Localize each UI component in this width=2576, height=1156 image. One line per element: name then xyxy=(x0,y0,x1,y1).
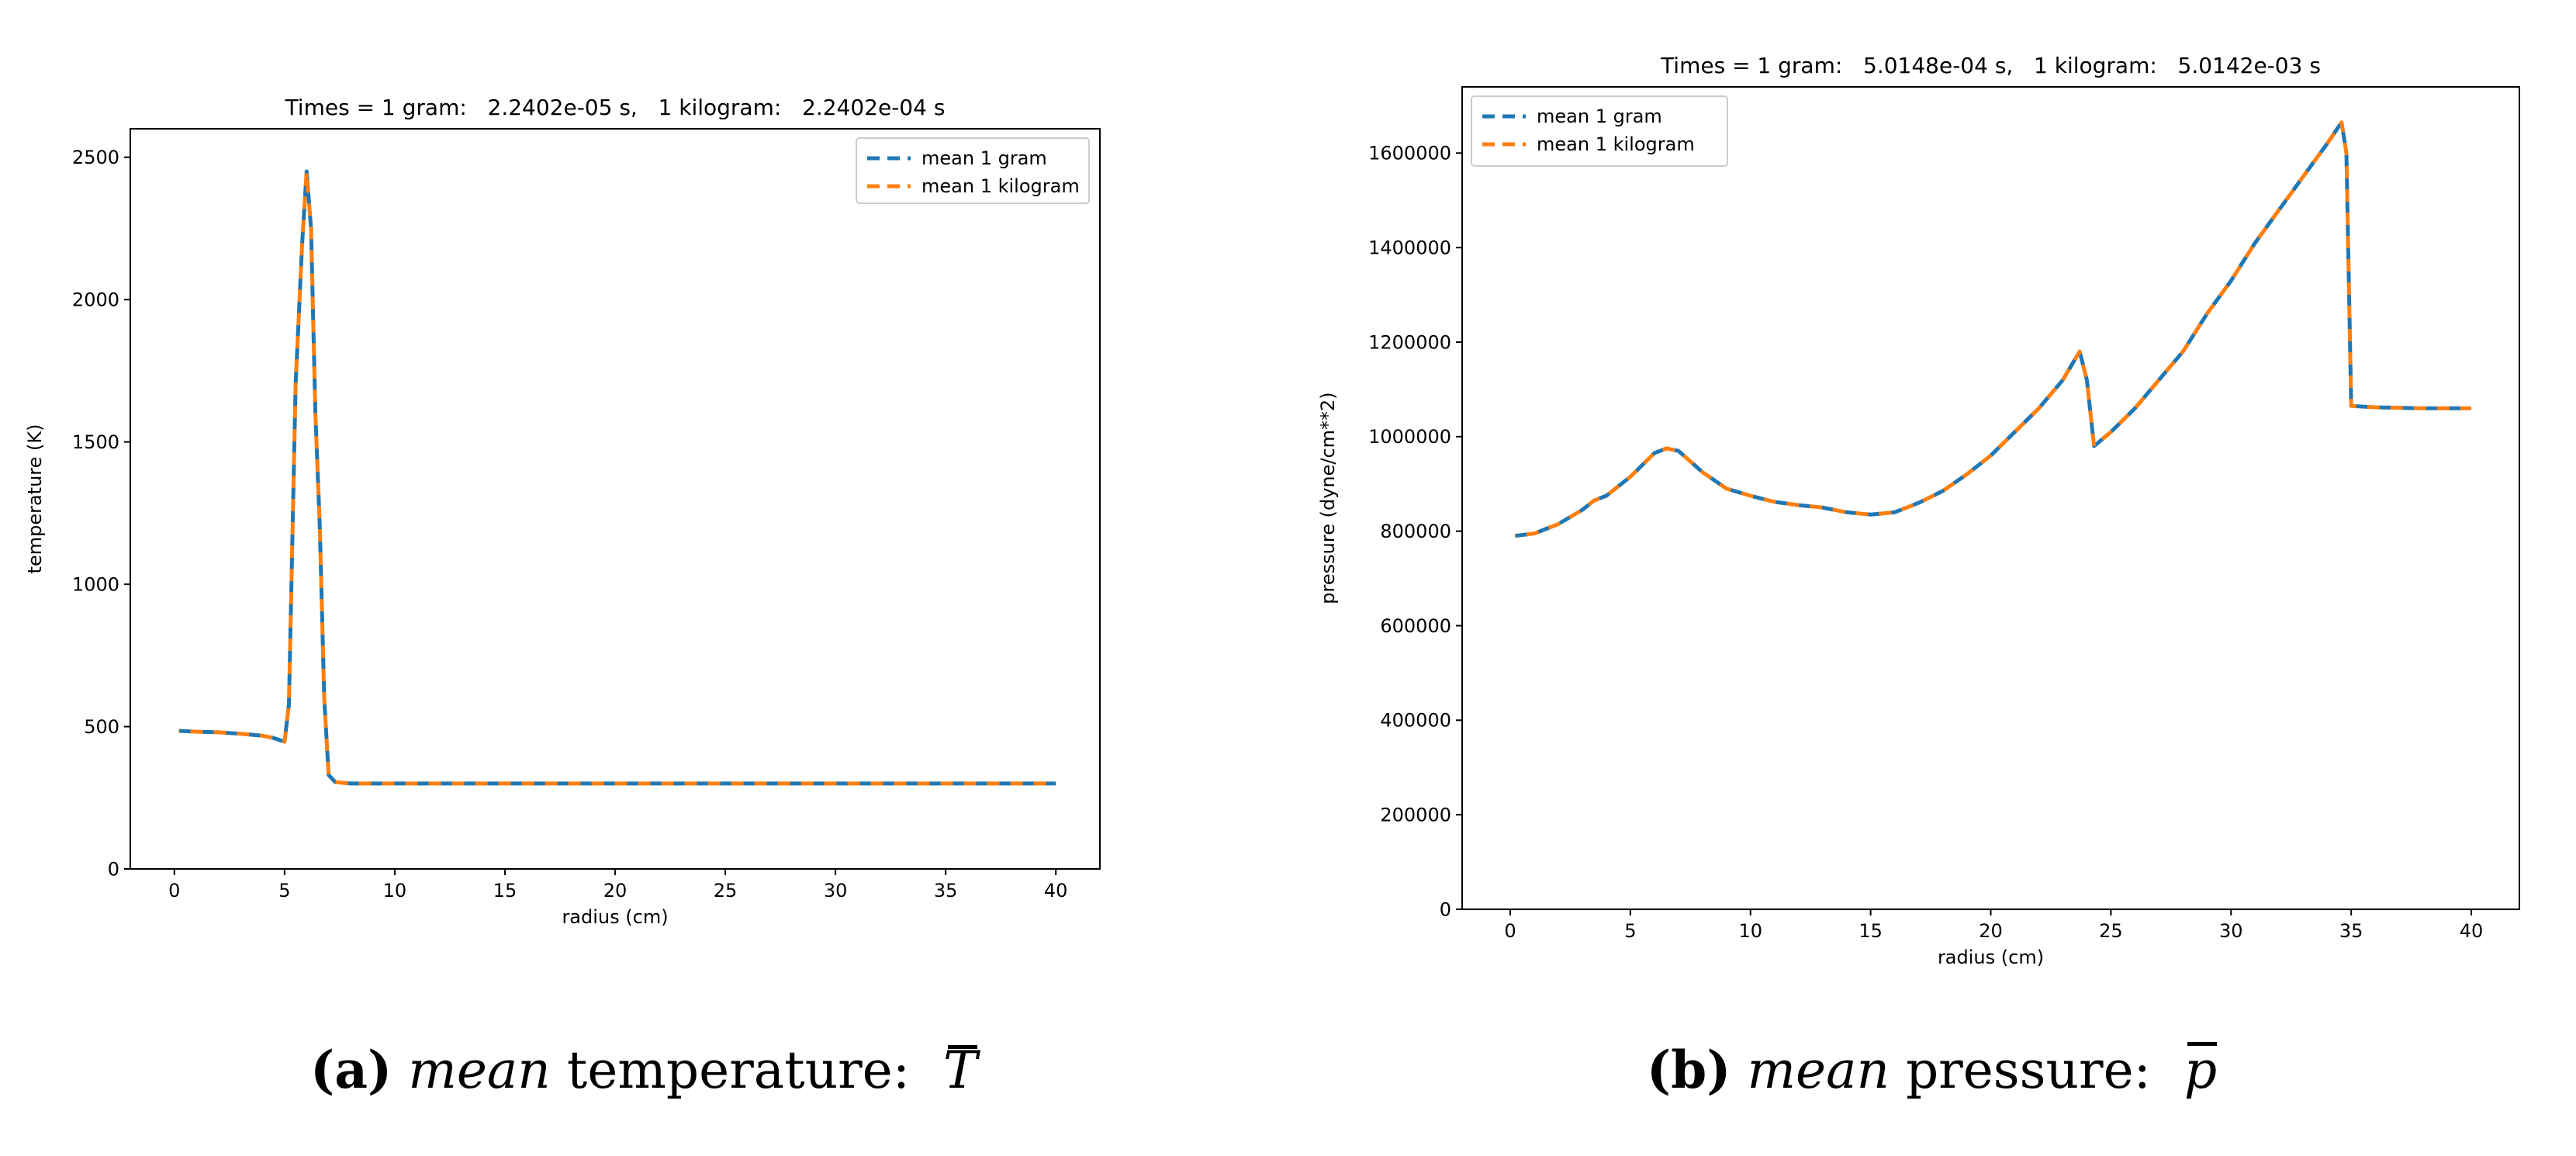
x-tick-label: 40 xyxy=(2460,920,2484,942)
x-tick-label: 30 xyxy=(2219,920,2243,942)
caption-a-text: temperature: xyxy=(566,1040,910,1100)
caption-b-text: pressure: xyxy=(1905,1040,2151,1100)
temperature-chart: Times = 1 gram: 2.2402e-05 s, 1 kilogram… xyxy=(24,95,1101,928)
y-tick-label: 1000000 xyxy=(1368,426,1451,448)
caption-a-italic: mean xyxy=(408,1040,551,1100)
y-axis-label: pressure (dyne/cm**2) xyxy=(1317,392,1339,604)
x-tick-label: 0 xyxy=(1504,920,1516,942)
legend-label: mean 1 gram xyxy=(1537,106,1662,127)
y-tick-label: 1200000 xyxy=(1368,331,1451,353)
y-tick-label: 1500 xyxy=(72,431,119,453)
x-tick-label: 10 xyxy=(1738,920,1762,942)
series-line-kilogram xyxy=(1514,120,2471,538)
x-tick-label: 35 xyxy=(2339,920,2363,942)
y-tick-label: 500 xyxy=(84,716,119,738)
caption-b-symbol: p xyxy=(2184,1040,2218,1100)
caption-b-label: (b) xyxy=(1646,1040,1731,1100)
x-tick-label: 5 xyxy=(1624,920,1636,942)
y-axis-label: temperature (K) xyxy=(24,424,46,574)
y-tick-label: 2000 xyxy=(72,289,119,311)
series-line-kilogram xyxy=(178,169,1056,786)
caption-a-symbol-letter: T xyxy=(942,1040,977,1100)
y-tick-label: 1000 xyxy=(72,573,119,595)
plot-frame xyxy=(1461,86,2520,910)
legend-label: mean 1 kilogram xyxy=(1537,133,1695,155)
plot-frame xyxy=(130,128,1101,870)
caption-b-symbol-letter: p xyxy=(2184,1040,2218,1100)
chart-title: Times = 1 gram: 2.2402e-05 s, 1 kilogram… xyxy=(285,95,946,120)
x-tick-label: 15 xyxy=(1859,920,1883,942)
series-line-gram xyxy=(178,169,1056,786)
legend-label: mean 1 kilogram xyxy=(921,175,1080,197)
overline-bar xyxy=(2187,1042,2218,1046)
y-tick-label: 2500 xyxy=(72,147,119,168)
caption-b: (b) mean pressure: p xyxy=(1288,1040,2576,1117)
overline-bar xyxy=(947,1045,977,1049)
x-tick-label: 0 xyxy=(168,880,180,902)
x-tick-label: 35 xyxy=(934,880,958,902)
x-tick-label: 10 xyxy=(383,880,407,902)
caption-a-label: (a) xyxy=(310,1040,392,1100)
x-tick-label: 5 xyxy=(278,880,290,902)
caption-a-symbol: T xyxy=(943,1040,977,1100)
y-tick-label: 0 xyxy=(108,858,119,880)
caption-a: (a) mean temperature: T xyxy=(0,1040,1288,1117)
y-tick-label: 1600000 xyxy=(1368,143,1451,164)
pressure-chart: Times = 1 gram: 5.0148e-04 s, 1 kilogram… xyxy=(1317,53,2520,968)
x-tick-label: 20 xyxy=(603,880,628,902)
x-tick-label: 40 xyxy=(1044,880,1068,902)
x-tick-label: 15 xyxy=(493,880,517,902)
series-line-gram xyxy=(1514,120,2471,538)
x-axis-label: radius (cm) xyxy=(562,906,668,928)
x-tick-label: 30 xyxy=(824,880,848,902)
legend-label: mean 1 gram xyxy=(921,147,1047,169)
legend-box xyxy=(856,137,1090,204)
y-tick-label: 800000 xyxy=(1380,521,1451,542)
y-tick-label: 600000 xyxy=(1380,615,1451,637)
chart-title: Times = 1 gram: 5.0148e-04 s, 1 kilogram… xyxy=(1660,53,2321,78)
y-tick-label: 400000 xyxy=(1380,710,1451,732)
y-tick-label: 1400000 xyxy=(1368,237,1451,259)
x-axis-label: radius (cm) xyxy=(1938,947,2044,968)
y-tick-label: 200000 xyxy=(1380,805,1451,826)
caption-b-italic: mean xyxy=(1747,1040,1890,1100)
x-tick-label: 25 xyxy=(2099,920,2123,942)
y-tick-label: 0 xyxy=(1440,898,1451,920)
legend-box xyxy=(1471,95,1728,167)
x-tick-label: 25 xyxy=(714,880,738,902)
x-tick-label: 20 xyxy=(1979,920,2003,942)
